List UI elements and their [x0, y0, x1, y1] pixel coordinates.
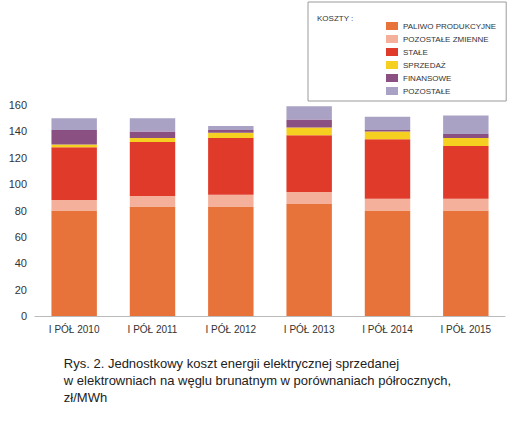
svg-text:FINANSOWE: FINANSOWE — [403, 74, 451, 83]
svg-text:zł/MWh: zł/MWh — [64, 390, 107, 405]
svg-text:I PÓŁ 2011: I PÓŁ 2011 — [128, 323, 178, 335]
svg-text:80: 80 — [15, 205, 27, 217]
svg-text:I PÓŁ 2015: I PÓŁ 2015 — [441, 323, 492, 335]
svg-text:100: 100 — [9, 178, 27, 190]
svg-text:Rys. 2. Jednostkowy koszt ener: Rys. 2. Jednostkowy koszt energii elektr… — [64, 356, 399, 371]
svg-text:STAŁE: STAŁE — [403, 48, 428, 57]
svg-text:SPRZEDAŻ: SPRZEDAŻ — [403, 61, 446, 70]
svg-text:40: 40 — [15, 257, 27, 269]
svg-text:PALIWO PRODUKCYJNE: PALIWO PRODUKCYJNE — [403, 22, 496, 31]
svg-text:140: 140 — [9, 125, 27, 137]
svg-text:KOSZTY :: KOSZTY : — [317, 14, 353, 23]
svg-text:I PÓŁ 2010: I PÓŁ 2010 — [49, 323, 100, 335]
svg-text:I PÓŁ 2014: I PÓŁ 2014 — [362, 323, 413, 335]
svg-text:0: 0 — [21, 310, 27, 322]
svg-text:120: 120 — [9, 152, 27, 164]
svg-text:20: 20 — [15, 284, 27, 296]
svg-text:I PÓŁ 2012: I PÓŁ 2012 — [206, 323, 257, 335]
svg-text:w elektrowniach na węglu bruna: w elektrowniach na węglu brunatnym w por… — [63, 373, 451, 388]
svg-text:POZOSTAŁE: POZOSTAŁE — [403, 87, 450, 96]
svg-text:160: 160 — [9, 99, 27, 111]
svg-text:60: 60 — [15, 231, 27, 243]
svg-text:POZOSTAŁE ZMIENNE: POZOSTAŁE ZMIENNE — [403, 35, 489, 44]
svg-text:I PÓŁ 2013: I PÓŁ 2013 — [284, 323, 335, 335]
